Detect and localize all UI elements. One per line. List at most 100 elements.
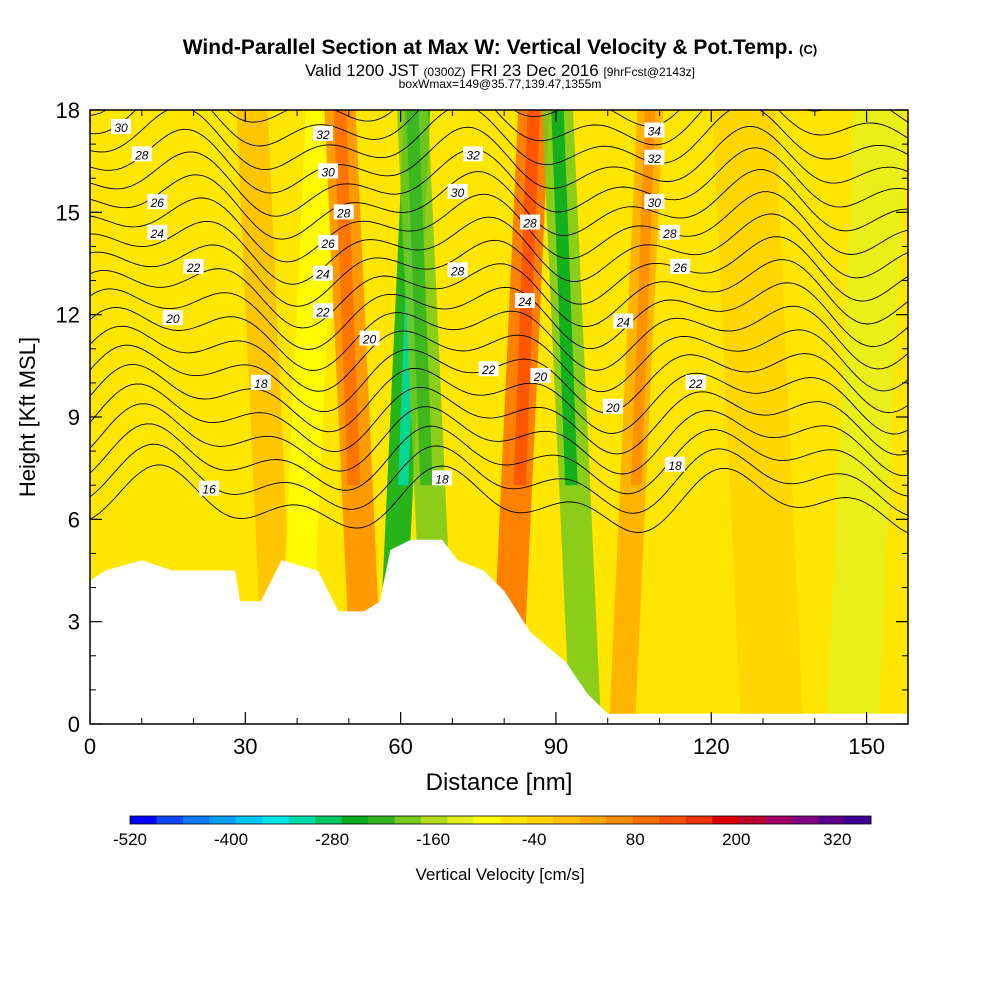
theta-contour [90, 169, 908, 240]
y-tick-label: 12 [56, 303, 80, 328]
contour-label-text: 28 [450, 264, 465, 278]
terrain-mask [90, 539, 908, 724]
colorbar-swatch [844, 816, 872, 824]
contour-label-text: 18 [435, 472, 449, 486]
theta-contour [90, 363, 908, 435]
contour-label: 20 [602, 398, 623, 415]
y-tick-label: 18 [56, 98, 80, 123]
theta-contours [90, 110, 908, 534]
contour-label-bg [312, 265, 333, 281]
x-tick-label: 0 [84, 734, 96, 759]
contour-label-text: 30 [648, 196, 662, 210]
theta-contour [90, 110, 908, 171]
theta-contour [90, 325, 908, 393]
contour-label: 32 [312, 125, 333, 142]
colorbar-tick-label: 80 [626, 830, 645, 849]
contour-label: 18 [665, 456, 686, 473]
contour-label-bg [530, 368, 551, 384]
contour-labels: 30 28 26 24 22 20 18 16 32 30 28 26 24 22 20 32 30 28 22 18… [111, 119, 706, 497]
chart-title: Wind-Parallel Section at Max W: Vertical… [0, 36, 1000, 60]
theta-contour [90, 344, 908, 414]
x-tick-label: 150 [848, 734, 885, 759]
colorbar-swatch [818, 816, 845, 824]
theta-contour [90, 383, 908, 456]
chart-subtitle: Valid 1200 JST (0300Z) FRI 23 Dec 2016 [… [0, 61, 1000, 81]
theta-contour [90, 403, 908, 477]
colorbar-tick-label: -280 [315, 830, 349, 849]
colorbar-swatch [341, 816, 369, 824]
colorbar-tick-label: -160 [416, 830, 450, 849]
x-tick-label: 60 [388, 734, 412, 759]
contour-label: 28 [333, 204, 354, 220]
contour-label-bg [250, 374, 271, 390]
contour-label-text: 32 [466, 148, 480, 162]
contour-label-bg [147, 224, 168, 240]
contour-label-bg [318, 235, 339, 251]
contour-label-text: 30 [321, 165, 335, 179]
contour-label-bg [183, 258, 204, 274]
contour-label-text: 28 [662, 227, 677, 241]
contour-label-bg [644, 194, 665, 210]
contour-label: 20 [530, 368, 551, 384]
contour-label-bg [147, 194, 168, 210]
contour-label: 22 [685, 374, 706, 391]
colorbar-swatch [235, 816, 263, 824]
colorbar-tick-label: 200 [722, 830, 750, 849]
colorbar-swatch [394, 816, 422, 824]
contour-label: 26 [318, 235, 339, 251]
velocity-core [333, 110, 361, 486]
colorbar-swatch [712, 816, 739, 824]
contour-label: 30 [318, 163, 339, 179]
contour-label-bg [447, 262, 468, 278]
valid-time: Valid 1200 JST [304, 61, 419, 80]
contour-label: 30 [111, 119, 132, 135]
contour-label: 26 [147, 194, 168, 210]
contour-label-bg [333, 204, 354, 220]
contour-label: 28 [659, 224, 680, 241]
contour-label-bg [514, 293, 535, 309]
colorbar-swatch [182, 816, 210, 824]
contour-label-bg [665, 456, 686, 472]
contour-label: 30 [447, 183, 468, 200]
contour-label: 24 [312, 265, 333, 282]
colorbar: -520 -400 -280 -160 -40 80 200 320 [113, 815, 872, 849]
colorbar-swatch [421, 816, 448, 824]
theta-contour [90, 126, 908, 194]
theta-contour [90, 464, 908, 534]
contour-label-text: 22 [688, 377, 703, 391]
chart-title-main: Wind-Parallel Section at Max W: Vertical… [182, 36, 794, 59]
contour-label-text: 26 [320, 237, 335, 251]
contour-label-text: 30 [114, 121, 128, 135]
contour-label-text: 32 [316, 128, 330, 142]
y-axis-label: Height [Kft MSL] [15, 337, 40, 497]
contour-label-text: 26 [673, 261, 688, 275]
contour-label: 26 [670, 258, 691, 275]
contour-label: 24 [147, 224, 168, 241]
contour-label-text: 16 [202, 483, 216, 497]
colorbar-swatch [579, 816, 607, 824]
contour-label-text: 22 [315, 305, 330, 319]
contour-label: 16 [199, 480, 220, 497]
contour-label-text: 18 [668, 459, 682, 473]
box-info: boxWmax=149@35.77,139.47,1355m [398, 77, 602, 91]
contour-label: 22 [478, 361, 499, 377]
contour-label: 32 [644, 149, 665, 166]
contour-label-bg [131, 146, 152, 162]
contour-label-text: 20 [605, 401, 620, 415]
colorbar-swatch [606, 816, 634, 824]
contour-label-bg [463, 146, 484, 162]
y-tick-label: 9 [68, 405, 80, 430]
contour-label-bg [670, 258, 691, 274]
contour-label: 20 [162, 310, 183, 326]
theta-contour [90, 110, 908, 147]
contour-label-bg [602, 398, 623, 414]
colorbar-swatch [685, 816, 713, 824]
contour-label-bg [432, 470, 453, 486]
contour-label-bg [644, 122, 665, 138]
velocity-core [406, 110, 433, 486]
contour-label-bg [162, 310, 183, 326]
colorbar-swatch [156, 816, 184, 824]
contour-label-bg [659, 224, 680, 240]
contour-label: 28 [520, 214, 541, 231]
contour-label-text: 26 [150, 196, 165, 210]
